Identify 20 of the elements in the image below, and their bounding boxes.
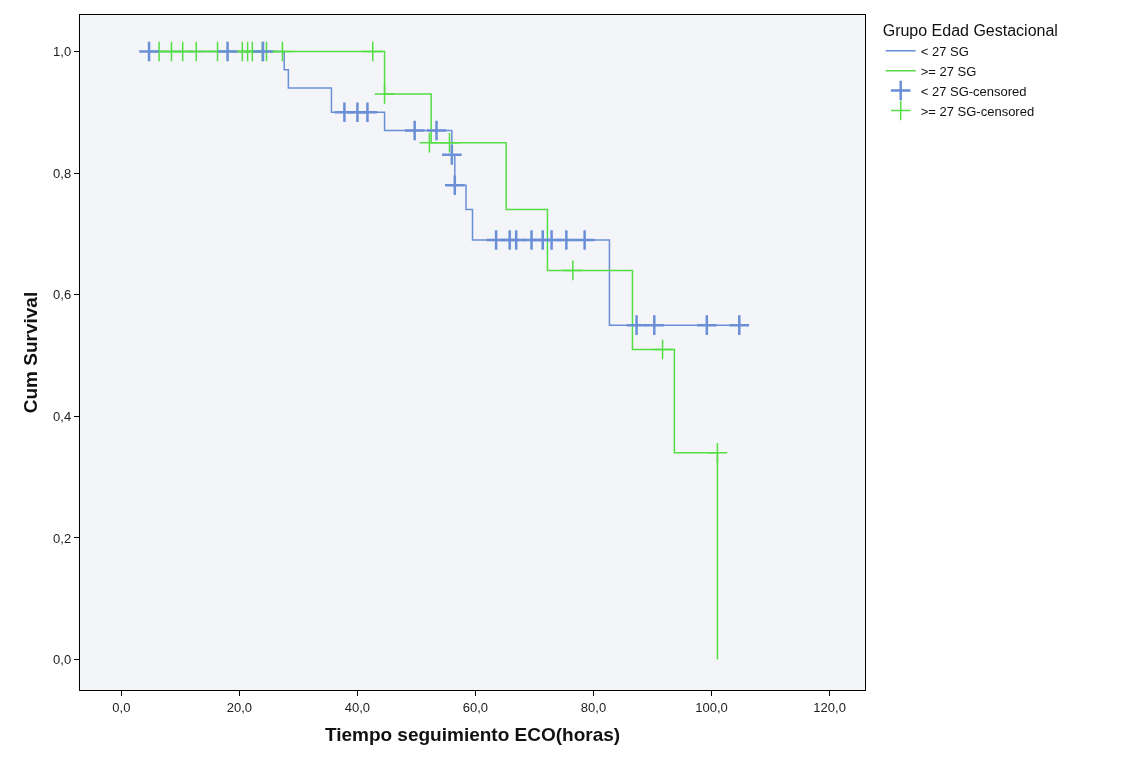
- x-tick-label: 40,0: [344, 699, 371, 715]
- y-tick-label: 1,0: [53, 44, 72, 60]
- legend-title: Grupo Edad Gestacional: [882, 21, 1058, 39]
- legend-label: >= 27 SG: [920, 63, 977, 79]
- x-tick-label: 100,0: [695, 699, 728, 715]
- x-tick-label: 120,0: [813, 699, 846, 715]
- x-tick-label: 0,0: [112, 699, 131, 715]
- legend-label: >= 27 SG-censored: [920, 103, 1035, 119]
- y-tick-label: 0,6: [53, 287, 72, 303]
- y-tick-label: 0,2: [53, 530, 72, 546]
- x-tick-label: 60,0: [462, 699, 489, 715]
- legend-label: < 27 SG-censored: [920, 83, 1027, 99]
- x-tick-label: 20,0: [226, 699, 253, 715]
- x-axis-title: Tiempo seguimiento ECO(horas): [324, 724, 621, 746]
- y-axis-title: Cum Survival: [20, 291, 42, 414]
- legend-label: < 27 SG: [920, 43, 969, 59]
- y-tick-label: 0,4: [53, 408, 72, 424]
- y-tick-label: 0,8: [53, 165, 72, 181]
- y-tick-label: 0,0: [53, 652, 72, 668]
- x-tick-label: 80,0: [580, 699, 607, 715]
